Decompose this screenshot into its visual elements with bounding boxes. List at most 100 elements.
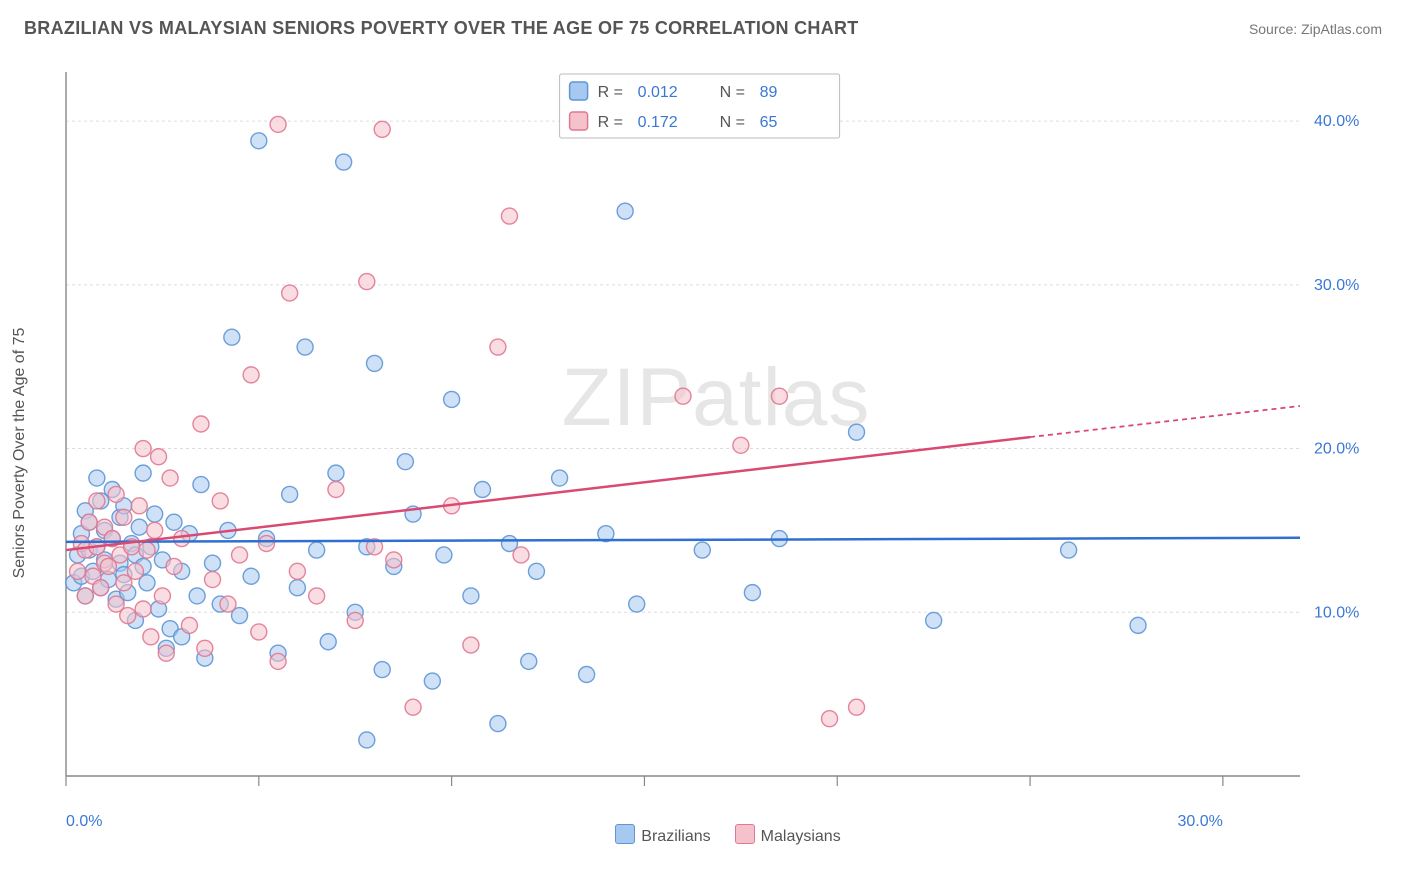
data-point: [328, 465, 344, 481]
data-point: [629, 596, 645, 612]
data-point: [174, 531, 190, 547]
legend-label: Brazilians: [641, 828, 710, 845]
stats-swatch: [570, 112, 588, 130]
y-tick-label: 40.0%: [1314, 113, 1359, 130]
legend-label: Malaysians: [761, 828, 841, 845]
data-point: [1061, 542, 1077, 558]
y-tick-label: 20.0%: [1314, 441, 1359, 458]
data-point: [849, 699, 865, 715]
data-point: [328, 481, 344, 497]
data-point: [405, 699, 421, 715]
data-point: [166, 514, 182, 530]
data-point: [521, 653, 537, 669]
data-point: [220, 596, 236, 612]
data-point: [147, 522, 163, 538]
data-point: [193, 477, 209, 493]
data-point: [166, 558, 182, 574]
data-point: [135, 465, 151, 481]
data-point: [143, 629, 159, 645]
data-point: [289, 580, 305, 596]
plot-area: Seniors Poverty Over the Age of 75 ZIPat…: [48, 58, 1384, 848]
stats-swatch: [570, 82, 588, 100]
data-point: [232, 547, 248, 563]
data-point: [289, 563, 305, 579]
data-point: [193, 416, 209, 432]
stats-n-value: 89: [760, 84, 778, 101]
y-tick-label: 30.0%: [1314, 277, 1359, 294]
data-point: [282, 486, 298, 502]
data-point: [436, 547, 452, 563]
data-point: [181, 617, 197, 633]
data-point: [579, 666, 595, 682]
data-point: [771, 388, 787, 404]
data-point: [77, 588, 93, 604]
data-point: [139, 542, 155, 558]
data-point: [309, 542, 325, 558]
data-point: [444, 391, 460, 407]
data-point: [259, 536, 275, 552]
data-point: [189, 588, 205, 604]
data-point: [617, 203, 633, 219]
data-point: [490, 716, 506, 732]
legend-swatch: [735, 824, 755, 844]
data-point: [926, 612, 942, 628]
chart-title: BRAZILIAN VS MALAYSIAN SENIORS POVERTY O…: [24, 18, 859, 39]
data-point: [675, 388, 691, 404]
legend-swatch: [615, 824, 635, 844]
data-point: [282, 285, 298, 301]
data-point: [822, 711, 838, 727]
data-point: [424, 673, 440, 689]
data-point: [120, 608, 136, 624]
data-point: [359, 274, 375, 290]
trend-line: [66, 437, 1030, 550]
data-point: [251, 133, 267, 149]
data-point: [116, 509, 132, 525]
data-point: [251, 624, 267, 640]
data-point: [205, 572, 221, 588]
data-point: [270, 653, 286, 669]
data-point: [135, 441, 151, 457]
data-point: [70, 563, 86, 579]
data-point: [397, 454, 413, 470]
data-point: [197, 640, 213, 656]
source-attribution: Source: ZipAtlas.com: [1249, 21, 1382, 37]
data-point: [849, 424, 865, 440]
data-point: [347, 612, 363, 628]
data-point: [131, 519, 147, 535]
data-point: [89, 493, 105, 509]
data-point: [147, 506, 163, 522]
data-point: [501, 208, 517, 224]
stats-n-value: 65: [760, 114, 778, 131]
data-point: [154, 588, 170, 604]
data-point: [463, 588, 479, 604]
stats-n-label: N =: [720, 84, 745, 101]
series-legend: Brazilians Malaysians: [48, 824, 1384, 846]
data-point: [151, 449, 167, 465]
data-point: [127, 563, 143, 579]
data-point: [131, 498, 147, 514]
data-point: [513, 547, 529, 563]
data-point: [89, 470, 105, 486]
data-point: [243, 568, 259, 584]
data-point: [135, 601, 151, 617]
data-point: [212, 493, 228, 509]
data-point: [270, 116, 286, 132]
data-point: [733, 437, 749, 453]
data-point: [297, 339, 313, 355]
data-point: [490, 339, 506, 355]
data-point: [158, 645, 174, 661]
data-point: [386, 552, 402, 568]
trend-line: [66, 538, 1300, 542]
stats-r-value: 0.012: [638, 84, 678, 101]
y-tick-label: 10.0%: [1314, 604, 1359, 621]
y-axis-label: Seniors Poverty Over the Age of 75: [11, 328, 29, 579]
trend-line-extension: [1030, 406, 1300, 437]
data-point: [463, 637, 479, 653]
data-point: [474, 481, 490, 497]
data-point: [93, 580, 109, 596]
data-point: [243, 367, 259, 383]
data-point: [374, 121, 390, 137]
data-point: [336, 154, 352, 170]
data-point: [694, 542, 710, 558]
data-point: [162, 470, 178, 486]
